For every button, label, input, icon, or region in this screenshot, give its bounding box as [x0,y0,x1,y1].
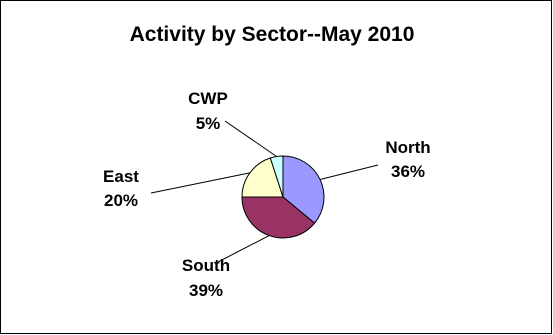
leader-line-south [217,235,270,263]
south-label: South [182,256,230,275]
pie-slice-south [241,196,316,239]
leader-line-cwp [224,120,277,157]
north-percent: 36% [391,162,425,181]
pie-slices [241,155,325,239]
cwp-label: CWP [188,89,228,108]
leader-line-east [150,172,250,194]
east-percent: 20% [104,191,138,210]
pie-slice-east [241,157,284,198]
cwp-percent: 5% [196,114,221,133]
pie-slice-north [282,155,325,224]
leader-line-north [319,164,379,181]
north-label: North [385,138,430,157]
pie-slice-cwp [269,155,284,198]
leader-lines [150,120,379,263]
east-label: East [103,167,139,186]
south-percent: 39% [189,281,223,300]
chart-title: Activity by Sector--May 2010 [130,23,415,46]
